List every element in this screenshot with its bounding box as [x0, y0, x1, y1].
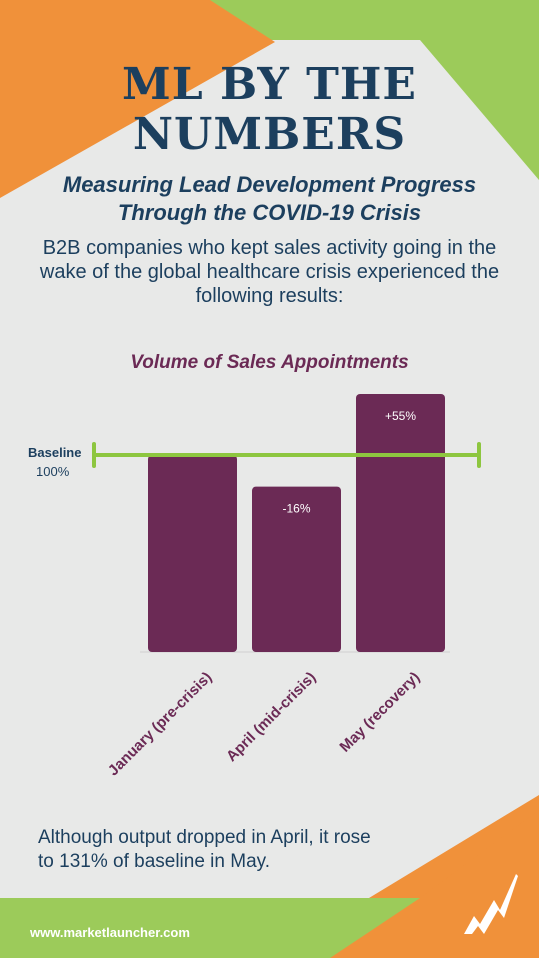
- footer-url: www.marketlauncher.com: [30, 925, 190, 940]
- x-tick-label-1: April (mid-crisis): [223, 669, 319, 765]
- top-right-green-triangle: [420, 40, 539, 180]
- bar-0: [148, 455, 237, 652]
- bar-1: [252, 486, 341, 652]
- conclusion-text: Although output dropped in April, it ros…: [38, 827, 371, 872]
- chart-title: Volume of Sales Appointments: [130, 352, 409, 373]
- x-tick-label-0: January (pre-crisis): [105, 669, 215, 779]
- page-title-line1: ML BY THE: [122, 59, 417, 110]
- sales-appointments-bar-chart: January (pre-crisis) -16% April (mid-crisi…: [92, 394, 481, 779]
- page-title-line2: NUMBERS: [132, 109, 407, 160]
- bar-data-label-2: +55%: [385, 409, 416, 423]
- bar-2: [356, 394, 445, 652]
- top-orange-shape: [0, 0, 275, 198]
- marketlauncher-logo-icon: [464, 874, 518, 934]
- page-subtitle: Measuring Lead Development Progress Thro…: [62, 172, 477, 225]
- x-tick-label-2: May (recovery): [336, 669, 423, 756]
- baseline-label: Baseline: [28, 445, 82, 460]
- baseline-line: [92, 442, 481, 469]
- intro-text: B2B companies who kept sales activity go…: [39, 237, 500, 307]
- baseline-value: 100%: [36, 464, 70, 479]
- bar-data-label-1: -16%: [282, 502, 310, 516]
